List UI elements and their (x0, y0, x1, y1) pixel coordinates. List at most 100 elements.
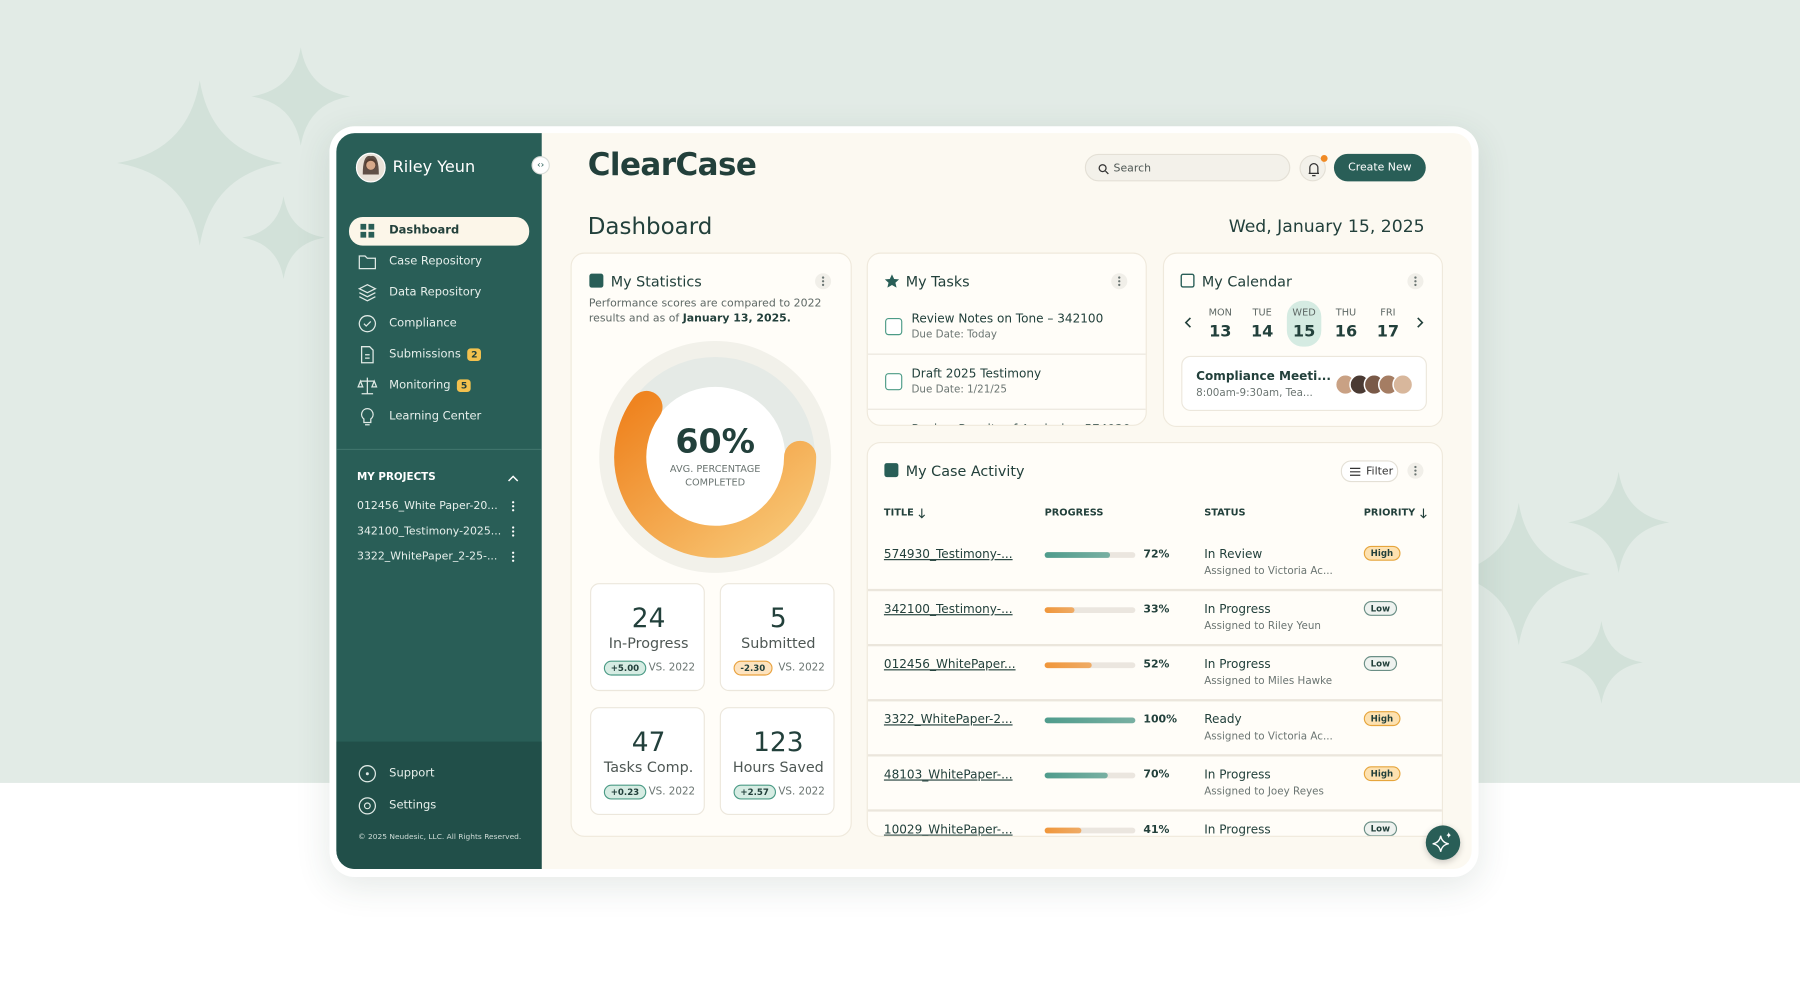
icon (360, 408, 374, 426)
copyright: © 2025 Neudesic, LLC. All Rights Reserve… (358, 832, 522, 842)
progress-label: 52% (1143, 658, 1170, 671)
donut-caption: AVG. PERCENTAGE COMPLETED (669, 463, 761, 490)
selected-day (1286, 300, 1322, 347)
nav-badge: 5 (457, 379, 471, 393)
progress-track (1044, 827, 1136, 833)
column-header[interactable]: TITLE (883, 507, 914, 519)
nav-item[interactable]: Submissions (389, 348, 461, 362)
icon (360, 223, 375, 238)
case-title[interactable]: 48103_WhitePaper-... (883, 767, 1013, 782)
attendee-avatars (1334, 374, 1414, 396)
footer-icon (358, 797, 377, 815)
collapse-chevron (508, 475, 519, 482)
project-item[interactable]: 012456_White Paper-20... (357, 499, 498, 513)
priority-badge: High (1363, 766, 1401, 782)
case-assignee: Assigned to Victoria Ac... (1204, 565, 1333, 578)
project-menu (511, 551, 515, 562)
task-title: Review Results of Analysis – 574930 (911, 422, 1130, 424)
avatar-face (366, 160, 376, 170)
more-menu (1407, 462, 1424, 479)
case-assignee: Assigned to Miles Hawke (1204, 676, 1333, 688)
task-checkbox[interactable] (885, 373, 903, 391)
stat-label: Hours Saved (732, 758, 824, 776)
nav-item[interactable]: Monitoring (389, 379, 451, 393)
create-button[interactable]: Create New (1333, 153, 1426, 182)
sort-arrow (918, 508, 926, 519)
day-number[interactable]: 13 (1209, 322, 1232, 341)
page-date: Wed, January 15, 2025 (1228, 215, 1425, 237)
filter-button[interactable]: Filter (1340, 460, 1399, 483)
case-status: In Progress (1204, 602, 1271, 617)
description-date: January 13, 2025. (682, 311, 791, 325)
card-icon (589, 273, 604, 288)
task-checkbox[interactable] (885, 317, 903, 336)
case-title[interactable]: 10029_WhitePaper-... (883, 823, 1013, 837)
dot (1118, 283, 1121, 287)
notification-button[interactable] (1299, 154, 1328, 182)
dot (1414, 469, 1417, 472)
case-assignee: Assigned to Joey Reyes (1204, 786, 1324, 798)
row-divider (867, 644, 1442, 646)
collapse-toggle[interactable]: ‹› (531, 156, 550, 175)
dot (511, 559, 515, 562)
sparkle (1447, 502, 1590, 646)
dot (1118, 276, 1121, 279)
case-title[interactable]: 342100_Testimony-... (883, 602, 1013, 617)
project-item[interactable]: 342100_Testimony-2025... (357, 525, 502, 538)
avatar (355, 152, 386, 183)
create-button-label: Create New (1348, 161, 1412, 174)
nav-item[interactable]: Case Repository (389, 255, 482, 269)
card-icon (884, 463, 899, 478)
footer-item[interactable]: Support (389, 767, 435, 781)
day-number[interactable]: 15 (1292, 322, 1316, 341)
dot (511, 509, 515, 512)
nav-item[interactable]: Data Repository (389, 286, 482, 300)
case-title[interactable]: 574930_Testimony-... (883, 547, 1013, 562)
progress-bar (1044, 827, 1082, 833)
day-number[interactable]: 16 (1334, 322, 1358, 341)
more-menu (1407, 273, 1424, 290)
icon (1432, 835, 1449, 852)
icon (358, 797, 377, 815)
assistant-button[interactable] (1425, 825, 1461, 860)
search-box[interactable]: Search (1084, 153, 1291, 182)
case-title[interactable]: 012456_WhitePaper... (883, 657, 1016, 672)
column-header[interactable]: PRIORITY (1363, 507, 1416, 519)
case-assignee: Assigned to Victoria Ac... (1204, 731, 1333, 743)
sparkle (251, 47, 351, 146)
project-item[interactable]: 3322_WhitePaper_2-25-... (357, 550, 498, 564)
column-header: PROGRESS (1044, 507, 1104, 519)
chevron (508, 475, 519, 482)
progress-label: 72% (1143, 548, 1170, 561)
icon (363, 802, 371, 810)
priority-badge: Low (1363, 656, 1397, 671)
dot (511, 534, 515, 537)
dot (1414, 473, 1417, 476)
project-menu (511, 501, 515, 512)
nav-item[interactable]: Dashboard (389, 224, 460, 238)
donut-value: 60% (675, 421, 756, 461)
stat-value: 24 (631, 603, 666, 634)
prev-arrow (1184, 317, 1192, 328)
filter-icon (1350, 467, 1361, 476)
stat-label: Submitted (741, 634, 816, 652)
footer-item[interactable]: Settings (389, 799, 437, 813)
filter-label: Filter (1366, 465, 1394, 479)
event-card[interactable]: Compliance Meeti... 8:00am-9:30am, Tea... (1181, 355, 1427, 411)
notification-dot (1320, 154, 1328, 162)
search-placeholder: Search (1113, 162, 1151, 176)
nav-item[interactable]: Compliance (389, 317, 457, 331)
case-title[interactable]: 3322_WhitePaper-2... (883, 712, 1013, 727)
dot (511, 530, 515, 533)
day-number[interactable]: 14 (1250, 322, 1274, 341)
case-status: In Progress (1204, 657, 1271, 672)
weekday: THU (1335, 307, 1357, 320)
dot (821, 283, 825, 287)
nav-item[interactable]: Learning Center (389, 410, 482, 424)
nav-active-bg (348, 216, 530, 246)
app-name: ClearCase (587, 147, 757, 184)
icon (1419, 508, 1427, 519)
case-assignee: Assigned to Riley Yeun (1204, 621, 1321, 633)
day-number[interactable]: 17 (1376, 322, 1400, 341)
sparkle (1560, 621, 1643, 704)
